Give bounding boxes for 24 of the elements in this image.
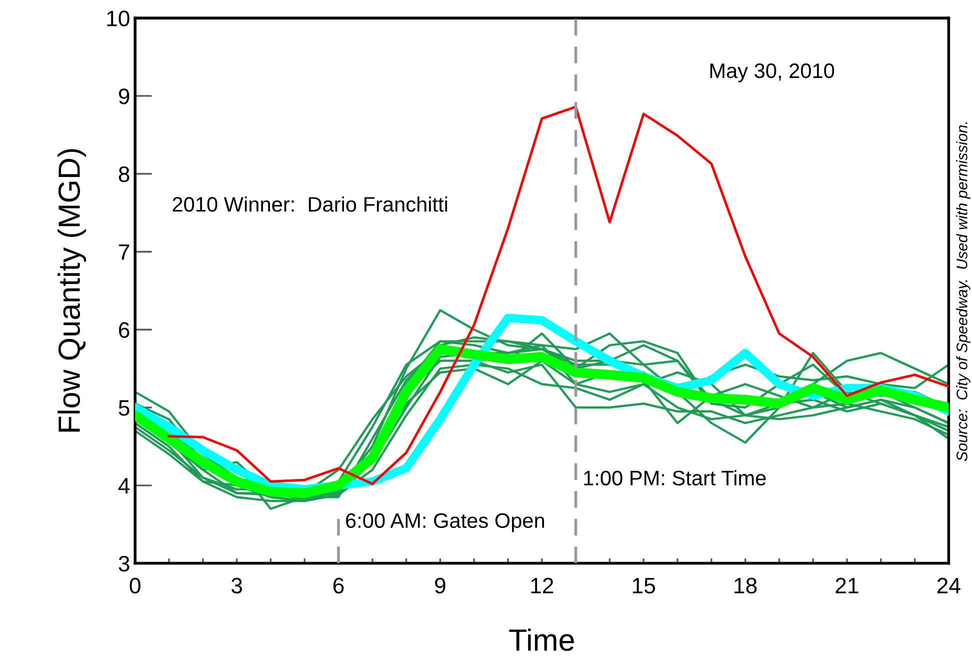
y-tick-label: 5 — [118, 400, 130, 416]
x-tick-label: 15 — [632, 578, 656, 594]
x-tick-label: 21 — [836, 578, 858, 594]
x-tick-label: 12 — [531, 578, 554, 594]
annotation: 2010 Winner: Dario Franchitti — [172, 196, 448, 212]
y-tick-label: 7 — [119, 244, 130, 260]
source-note: Source: City of Speedway. Used with permission. — [956, 122, 970, 462]
y-tick-label: 8 — [118, 166, 130, 182]
x-tick-label: 3 — [231, 578, 242, 594]
y-tick-label: 9 — [118, 88, 130, 104]
y-axis-title: Flow Quantity (MGD) — [58, 149, 86, 432]
x-tick-label: 18 — [734, 578, 757, 594]
annotation: 6:00 AM: Gates Open — [346, 513, 544, 532]
annotation: May 30, 2010 — [710, 63, 834, 82]
y-tick-label: 3 — [118, 556, 130, 572]
y-tick-label: 6 — [119, 322, 130, 338]
annotation: 1:00 PM: Start Time — [584, 470, 766, 486]
x-axis-title: Time — [509, 628, 574, 651]
x-tick-label: 0 — [130, 578, 140, 594]
y-tick-label: 10 — [107, 10, 130, 26]
x-tick-label: 6 — [333, 578, 344, 594]
x-tick-label: 24 — [937, 578, 960, 594]
y-tick-label: 4 — [118, 478, 130, 494]
x-tick-label: 9 — [435, 578, 446, 594]
